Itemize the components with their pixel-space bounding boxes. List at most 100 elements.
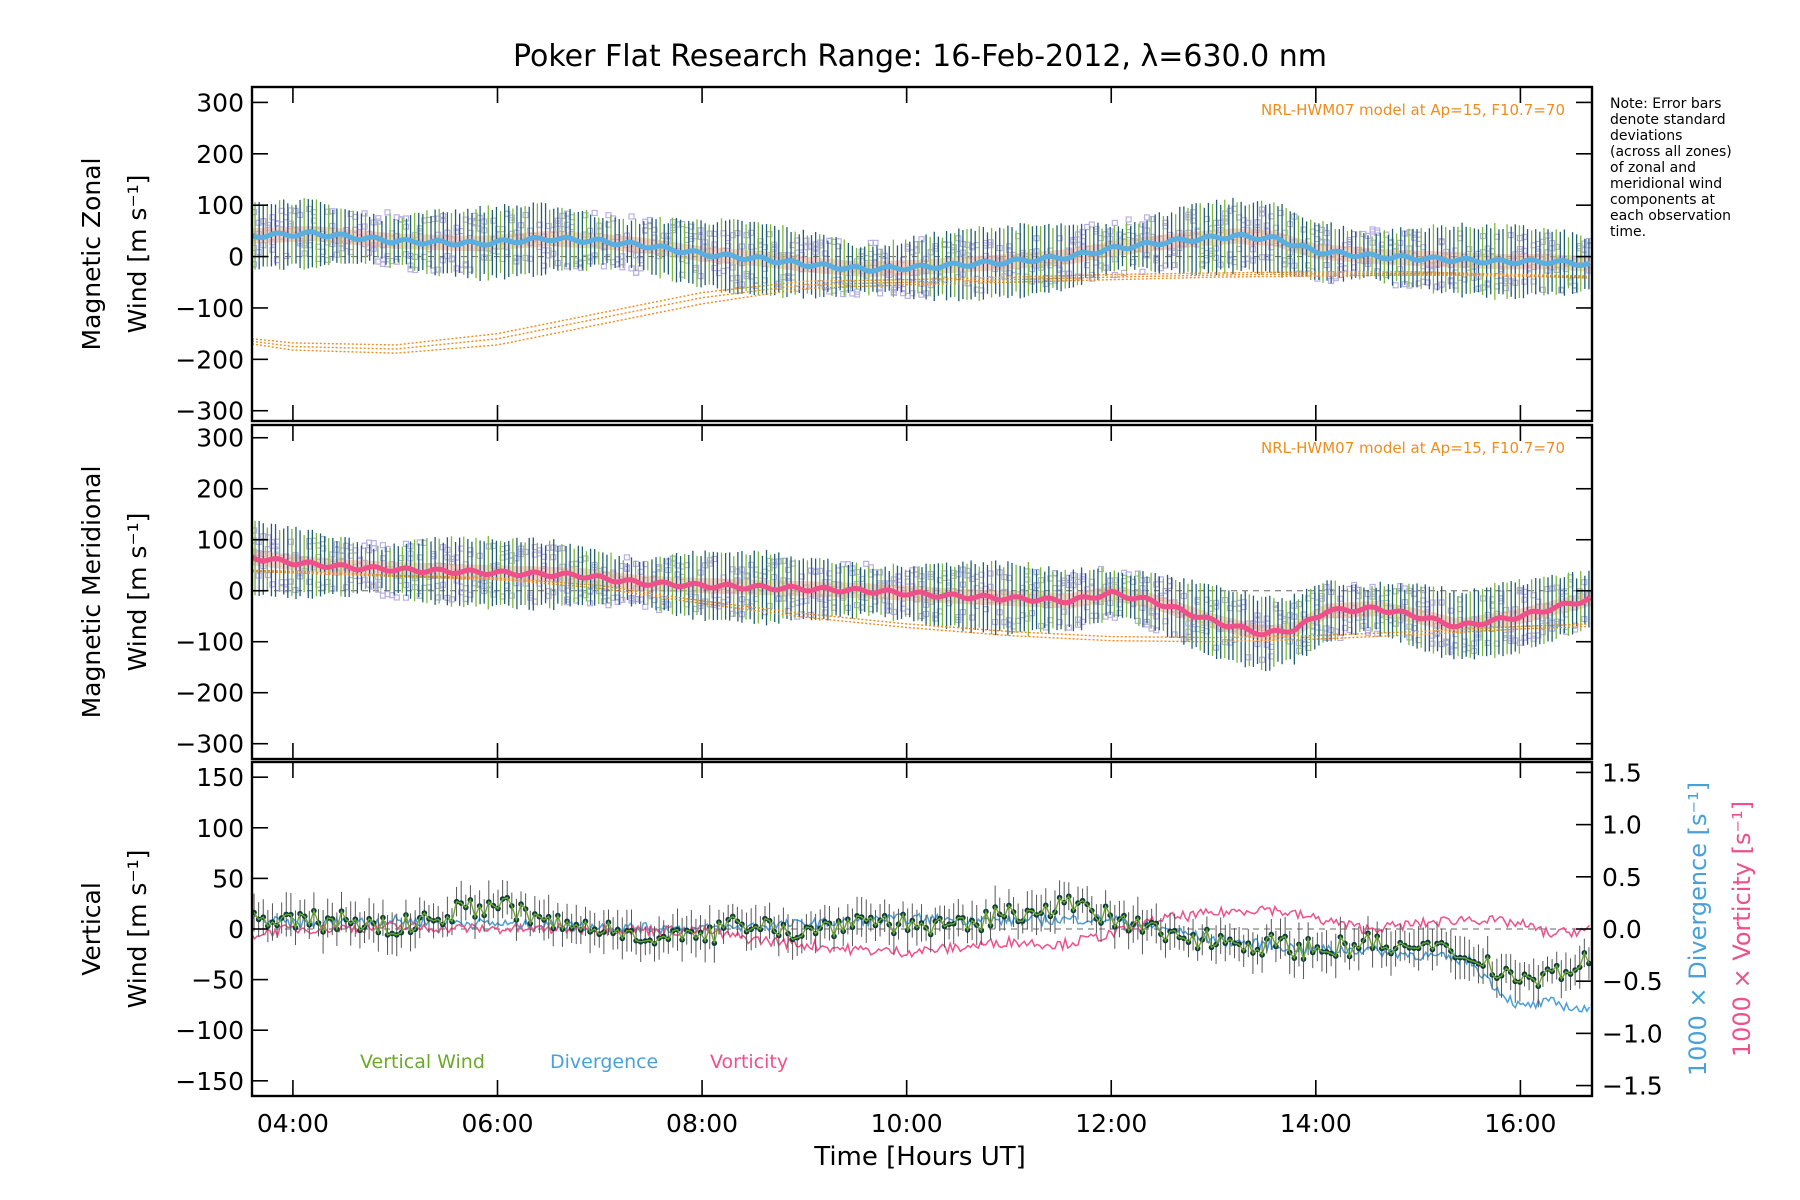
y2-tick-label: −1.5 [1602, 1072, 1663, 1101]
panel-zonal: NRL-HWM07 model at Ap=15, F10.7=70 300 200… [77, 85, 1594, 426]
zonal-mean-line [251, 229, 1591, 274]
zone-point [876, 290, 884, 297]
meridional-y-label-line2: Wind [m s⁻¹] [123, 513, 152, 672]
zone-point [628, 213, 635, 220]
zonal-axis-frame [250, 85, 1594, 423]
zone-point [375, 215, 382, 222]
y-tick-label: −200 [175, 345, 244, 374]
zone-point [872, 239, 879, 246]
vertical-wind-line [253, 894, 1590, 988]
note-line: time. [1610, 224, 1646, 240]
chart-title: Poker Flat Research Range: 16-Feb-2012, … [513, 39, 1327, 74]
meridional-mean-line [250, 554, 1592, 638]
zone-point [623, 554, 630, 561]
model-curve [251, 271, 1587, 346]
y-tick-label: 50 [212, 864, 244, 893]
zone-point [600, 263, 607, 270]
zone-point [619, 264, 626, 271]
y-tick-label: 100 [196, 191, 244, 220]
y-tick-label: 0 [228, 577, 244, 606]
note-line: each observation [1610, 208, 1731, 224]
vertical-y-label-line2: Wind [m s⁻¹] [123, 850, 152, 1009]
model-label: NRL-HWM07 model at Ap=15, F10.7=70 [1261, 439, 1565, 457]
y-tick-label: −50 [191, 966, 244, 995]
zone-point [591, 209, 598, 217]
model-label: NRL-HWM07 model at Ap=15, F10.7=70 [1261, 101, 1565, 119]
zonal-data-layer [250, 197, 1593, 354]
panels: NRL-HWM07 model at Ap=15, F10.7=70 300 200… [77, 85, 1756, 1138]
y-tick-label: 300 [196, 88, 244, 117]
meridional-axis-frame [250, 423, 1594, 761]
meridional-y-label-line1: Magnetic Meridional [77, 466, 106, 719]
vertical-y-label-line1: Vertical [77, 882, 106, 976]
zone-point [642, 603, 649, 610]
note-line: deviations [1610, 128, 1682, 144]
meridional-data-layer [250, 520, 1593, 672]
model-curve [251, 272, 1587, 350]
zone-point [1088, 221, 1095, 228]
y2-tick-label: 1.5 [1602, 758, 1642, 787]
x-axis-label: Time [Hours UT] [813, 1142, 1026, 1172]
legend-label: Vorticity [710, 1051, 788, 1073]
y2-tick-label: 0.0 [1602, 915, 1642, 944]
legend-label: Divergence [550, 1051, 658, 1073]
zone-point [840, 291, 847, 298]
legend-label: Vertical Wind [360, 1051, 485, 1073]
panel-vertical: Vertical Wind Divergence Vorticity 1.5 1.0 0.… [77, 758, 1756, 1100]
x-tick-label: 14:00 [1280, 1109, 1352, 1138]
y-tick-label: −100 [175, 628, 244, 657]
zonal-y-label-line2: Wind [m s⁻¹] [123, 175, 152, 334]
y-tick-label: −100 [175, 1016, 244, 1045]
y-tick-label: 100 [196, 814, 244, 843]
note-line: Note: Error bars [1610, 96, 1721, 112]
y2-axis-label-vorticity: 1000 × Vorticity [s⁻¹] [1728, 801, 1756, 1057]
zone-point [1120, 269, 1128, 277]
panel-meridional: NRL-HWM07 model at Ap=15, F10.7=70 300 200… [77, 423, 1594, 761]
y-tick-label: 300 [196, 424, 244, 453]
zone-point [384, 209, 391, 216]
y-tick-label: −100 [175, 294, 244, 323]
zone-point [1153, 627, 1160, 634]
note-line: meridional wind [1610, 176, 1722, 192]
zone-point [1125, 216, 1132, 223]
note-line: of zonal and [1610, 160, 1696, 176]
zone-point [1134, 617, 1141, 624]
x-tick-label: 06:00 [461, 1109, 533, 1138]
zone-point [1111, 219, 1118, 227]
y-tick-label: −200 [175, 679, 244, 708]
x-tick-label: 10:00 [871, 1109, 943, 1138]
zone-point [1125, 571, 1132, 578]
y-tick-label: −150 [175, 1067, 244, 1096]
y2-tick-label: 1.0 [1602, 811, 1642, 840]
y-tick-label: −300 [175, 730, 244, 759]
y-tick-label: 0 [228, 915, 244, 944]
note-line: components at [1610, 192, 1716, 208]
y-tick-label: 150 [196, 763, 244, 792]
y-tick-label: 100 [196, 526, 244, 555]
y-tick-label: 200 [196, 475, 244, 504]
note-line: (across all zones) [1610, 144, 1732, 160]
zonal-y-label-line1: Magnetic Zonal [77, 158, 106, 351]
vertical-data-layer [251, 879, 1592, 1013]
x-tick-label: 08:00 [666, 1109, 738, 1138]
y-tick-label: 0 [228, 243, 244, 272]
x-tick-label: 12:00 [1075, 1109, 1147, 1138]
note-line: denote standard [1610, 112, 1726, 128]
zone-point [379, 542, 387, 549]
zone-point [1134, 570, 1141, 577]
y2-tick-label: −1.0 [1602, 1019, 1663, 1048]
model-curve [251, 274, 1587, 354]
y-tick-label: 200 [196, 140, 244, 169]
zone-point [863, 560, 870, 567]
model-curve [251, 570, 1587, 643]
x-tick-labels: 04:00 06:00 08:00 10:00 12:00 14:00 16:00 [257, 1109, 1557, 1138]
y2-tick-label: −0.5 [1602, 967, 1663, 996]
y2-tick-label: 0.5 [1602, 863, 1642, 892]
x-tick-label: 04:00 [257, 1109, 329, 1138]
vertical-axis-frame [250, 760, 1594, 1098]
x-tick-label: 16:00 [1484, 1109, 1556, 1138]
y-tick-label: −300 [175, 397, 244, 426]
zone-point [393, 594, 400, 601]
